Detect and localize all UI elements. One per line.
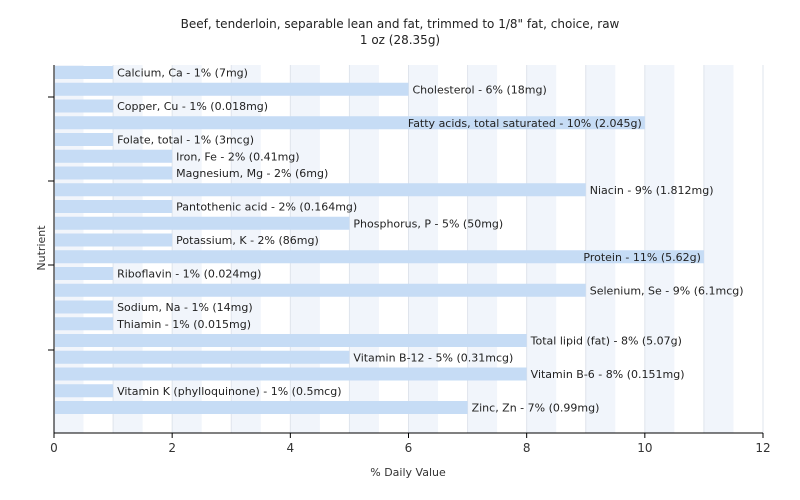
grid-stripe xyxy=(644,65,675,433)
bar-label: Calcium, Ca - 1% (7mg) xyxy=(117,67,248,80)
y-axis-label: Nutrient xyxy=(35,225,48,271)
chart-subtitle: 1 oz (28.35g) xyxy=(359,33,441,47)
bar xyxy=(55,283,586,297)
bar xyxy=(55,300,114,314)
bar-label: Vitamin B-12 - 5% (0.31mcg) xyxy=(353,351,513,364)
bar-label: Magnesium, Mg - 2% (6mg) xyxy=(176,167,328,180)
x-tick-label: 0 xyxy=(50,441,58,455)
axis-layer: 0 2 4 6 8 10 12 xyxy=(48,65,771,455)
x-tick-label: 12 xyxy=(755,441,770,455)
bar-label: Iron, Fe - 2% (0.41mg) xyxy=(176,150,299,163)
bar xyxy=(55,66,114,79)
bar-label: Sodium, Na - 1% (14mg) xyxy=(117,301,253,314)
bar-label: Cholesterol - 6% (18mg) xyxy=(413,83,547,96)
bar xyxy=(55,233,173,247)
chart-title-block: Beef, tenderloin, separable lean and fat… xyxy=(0,16,800,48)
bar-label: Riboflavin - 1% (0.024mg) xyxy=(117,268,261,281)
bar xyxy=(55,183,586,197)
bar xyxy=(55,367,527,381)
bar xyxy=(55,267,114,280)
bar xyxy=(55,250,704,264)
x-tick-label: 8 xyxy=(523,441,531,455)
bar xyxy=(55,99,114,113)
bar xyxy=(55,317,114,331)
bar-label: Fatty acids, total saturated - 10% (2.04… xyxy=(408,117,642,130)
bar-label: Folate, total - 1% (3mcg) xyxy=(117,134,254,147)
bar-label: Niacin - 9% (1.812mg) xyxy=(590,184,714,197)
bar-label: Total lipid (fat) - 8% (5.07g) xyxy=(530,335,682,348)
bar-label: Selenium, Se - 9% (6.1mcg) xyxy=(590,284,744,297)
bar xyxy=(55,350,350,364)
bar xyxy=(55,149,173,163)
bar-label: Protein - 11% (5.62g) xyxy=(583,251,701,264)
bar xyxy=(55,384,114,398)
bar-label: Vitamin B-6 - 8% (0.151mg) xyxy=(531,368,685,381)
bar xyxy=(55,200,173,213)
bar xyxy=(55,82,409,96)
bar-label: Thiamin - 1% (0.015mg) xyxy=(116,318,251,331)
bar xyxy=(55,216,350,230)
x-tick-label: 6 xyxy=(405,441,413,455)
x-axis-label: % Daily Value xyxy=(370,466,446,479)
bar-label: Potassium, K - 2% (86mg) xyxy=(176,234,319,247)
x-tick-label: 10 xyxy=(637,441,652,455)
x-tick-label: 4 xyxy=(287,441,295,455)
x-tick-label: 2 xyxy=(168,441,176,455)
bar-label: Zinc, Zn - 7% (0.99mg) xyxy=(472,402,600,415)
bar-label: Phosphorus, P - 5% (50mg) xyxy=(353,217,503,230)
bar-layer xyxy=(55,66,704,414)
bar xyxy=(55,401,468,414)
bar xyxy=(55,334,527,347)
chart-title: Beef, tenderloin, separable lean and fat… xyxy=(180,17,620,31)
bar-label: Copper, Cu - 1% (0.018mg) xyxy=(117,100,268,113)
grid-stripe xyxy=(703,65,734,433)
bar xyxy=(55,166,173,180)
bar-label-layer: Calcium, Ca - 1% (7mg) Cholesterol - 6% (… xyxy=(116,67,743,415)
bar xyxy=(55,116,645,130)
bar-label: Vitamin K (phylloquinone) - 1% (0.5mcg) xyxy=(117,385,341,398)
bar xyxy=(55,133,114,146)
bar-label: Pantothenic acid - 2% (0.164mg) xyxy=(176,201,357,214)
